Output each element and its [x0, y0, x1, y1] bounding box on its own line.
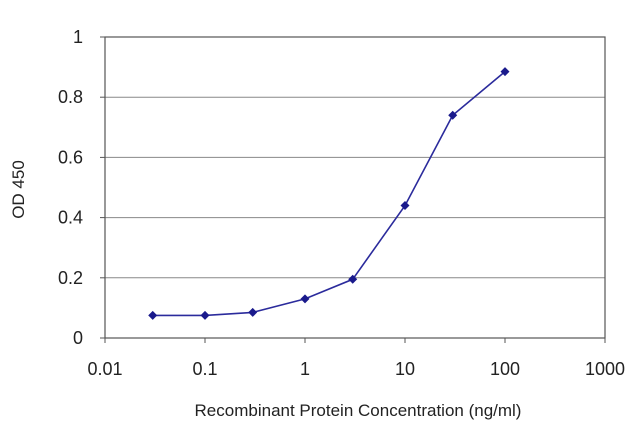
x-tick-label: 0.1 [192, 359, 217, 379]
data-point [348, 274, 358, 284]
data-point [400, 201, 410, 211]
x-axis-title: Recombinant Protein Concentration (ng/ml… [195, 401, 522, 420]
data-point [448, 110, 458, 120]
plot-area [104, 36, 606, 339]
y-axis-title: OD 450 [9, 160, 28, 219]
y-tick-label: 1 [73, 27, 83, 47]
series-line [152, 70, 506, 317]
x-tick-label: 1000 [585, 359, 625, 379]
y-tick-label: 0.6 [58, 147, 83, 167]
x-tick-label: 10 [395, 359, 415, 379]
data-point [248, 307, 258, 317]
y-tick-label: 0.8 [58, 87, 83, 107]
x-tick-label: 0.01 [87, 359, 122, 379]
axis-ticks: 0 0.2 0.4 0.6 0.8 1 0.01 0.1 1 10 100 1000 [58, 27, 625, 379]
x-tick-label: 100 [490, 359, 520, 379]
grid-lines [105, 96, 605, 279]
y-tick-label: 0.4 [58, 208, 83, 228]
data-point [148, 310, 158, 320]
data-point [500, 67, 510, 77]
data-point [200, 310, 210, 320]
data-point [300, 294, 310, 304]
y-tick-label: 0.2 [58, 268, 83, 288]
y-tick-label: 0 [73, 328, 83, 348]
x-tick-label: 1 [300, 359, 310, 379]
series-layer [148, 67, 510, 320]
